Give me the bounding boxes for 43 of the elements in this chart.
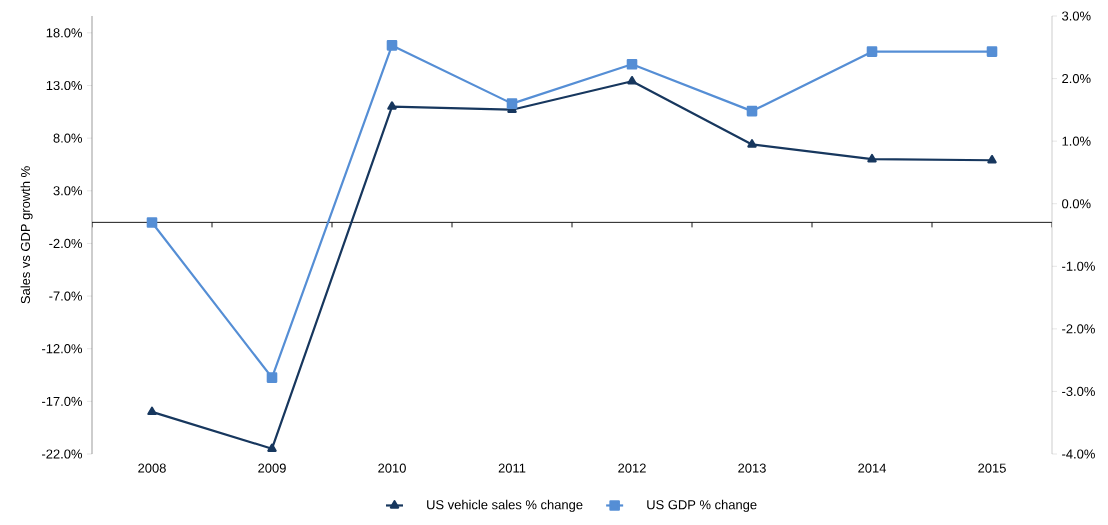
y2-tick-label: 2.0% bbox=[1062, 73, 1091, 84]
y2-tick-label: -2.0% bbox=[1062, 324, 1095, 334]
y2-tick-label: 1.0% bbox=[1062, 136, 1091, 146]
point bbox=[387, 101, 397, 110]
y-tick-label: -7.0% bbox=[49, 291, 83, 301]
x-tick-label: 2010 bbox=[378, 463, 406, 473]
y-tick-label: 13.0% bbox=[46, 80, 83, 91]
x-tick-label: 2015 bbox=[978, 463, 1006, 473]
y-tick-label: 18.0% bbox=[46, 28, 83, 38]
point bbox=[147, 406, 157, 416]
point bbox=[627, 75, 637, 85]
point bbox=[506, 98, 518, 109]
y-tick-label: -17.0% bbox=[42, 396, 83, 406]
point bbox=[747, 139, 757, 148]
point bbox=[986, 46, 998, 57]
y2-tick-label: 3.0% bbox=[1062, 11, 1091, 21]
point bbox=[626, 58, 638, 70]
x-tick-label: 2009 bbox=[258, 463, 286, 473]
point bbox=[146, 217, 158, 228]
y-tick-label: 3.0% bbox=[53, 186, 83, 196]
y-axis-title: Sales vs GDP growth % bbox=[20, 166, 33, 304]
point bbox=[746, 105, 758, 117]
legend-label: US vehicle sales % change bbox=[427, 499, 583, 512]
y2-tick-label: 0.0% bbox=[1062, 199, 1091, 209]
point bbox=[867, 153, 877, 163]
x-tick-label: 2011 bbox=[498, 463, 526, 473]
x-tick-label: 2013 bbox=[738, 463, 766, 473]
y2-tick-label: -3.0% bbox=[1062, 386, 1095, 397]
point bbox=[386, 40, 398, 51]
point bbox=[267, 443, 277, 452]
y-tick-label: -12.0% bbox=[42, 344, 83, 354]
legend-label: US GDP % change bbox=[647, 499, 757, 512]
point bbox=[987, 154, 997, 164]
point bbox=[266, 372, 278, 383]
y-tick-label: 8.0% bbox=[53, 133, 83, 143]
y2-tick-label: -1.0% bbox=[1062, 261, 1095, 271]
y-tick-label: -22.0% bbox=[42, 449, 83, 459]
y2-tick-label: -4.0% bbox=[1062, 449, 1095, 459]
point bbox=[866, 46, 878, 57]
x-tick-label: 2008 bbox=[138, 463, 166, 473]
x-tick-label: 2012 bbox=[618, 463, 646, 473]
x-tick-label: 2014 bbox=[858, 463, 887, 473]
y-tick-label: -2.0% bbox=[49, 238, 83, 248]
